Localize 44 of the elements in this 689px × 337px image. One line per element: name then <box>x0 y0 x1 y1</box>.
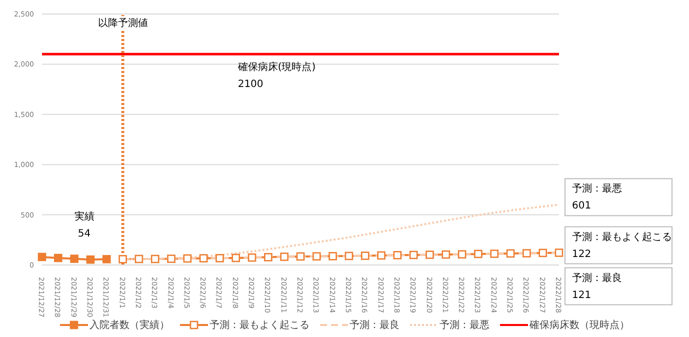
point <box>134 254 144 264</box>
legend-label: 予測：最良 <box>350 318 400 332</box>
point <box>86 255 95 264</box>
point <box>102 255 111 264</box>
point <box>538 248 547 258</box>
legend-label: 予測：最もよく起こる <box>210 318 310 332</box>
point <box>409 250 418 260</box>
legend-label: 予測：最悪 <box>440 318 490 332</box>
point <box>442 250 450 259</box>
point <box>458 250 466 259</box>
point <box>377 251 386 260</box>
annotation: 予測：最もよく起こる 122 <box>572 230 672 260</box>
point <box>248 253 256 262</box>
point <box>280 252 288 261</box>
point <box>70 254 78 263</box>
legend-label: 入院者数（実績） <box>90 318 170 332</box>
point <box>118 255 127 264</box>
point <box>522 249 531 258</box>
point <box>490 250 499 258</box>
point <box>38 252 46 262</box>
point <box>426 250 434 259</box>
point <box>312 252 321 261</box>
point <box>183 254 192 263</box>
point <box>344 252 354 260</box>
point <box>199 254 208 262</box>
ref-line-label: 以降予測値 <box>98 17 148 29</box>
point <box>264 253 272 262</box>
point <box>554 248 564 257</box>
annotation: 予測：最良 121 <box>572 272 622 301</box>
point <box>360 252 370 260</box>
point <box>328 252 337 260</box>
legend-label: 確保病床数（現時点） <box>530 318 630 332</box>
annotation: 予測：最悪 601 <box>572 182 622 212</box>
point <box>167 254 176 263</box>
point <box>474 250 482 258</box>
point <box>232 254 240 262</box>
point <box>150 254 160 264</box>
point <box>506 249 515 258</box>
point <box>296 252 305 261</box>
point <box>393 251 402 260</box>
point <box>216 254 224 262</box>
point <box>54 254 62 262</box>
annotation: 実績 54 <box>74 210 94 240</box>
annotation: 確保病床(現時点) 2100 <box>236 61 316 90</box>
